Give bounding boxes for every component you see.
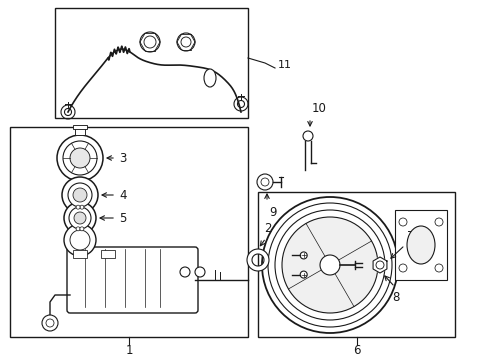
Text: 10: 10 [311, 102, 326, 115]
Circle shape [180, 267, 190, 277]
Circle shape [64, 202, 96, 234]
Bar [101, 250, 115, 258]
Circle shape [143, 36, 156, 48]
Circle shape [140, 32, 160, 52]
Circle shape [62, 177, 98, 213]
Bar [75, 128, 85, 135]
Circle shape [262, 197, 397, 333]
Circle shape [46, 319, 54, 327]
Text: 7: 7 [406, 230, 414, 243]
Circle shape [57, 135, 103, 181]
Circle shape [80, 227, 84, 231]
Text: 5: 5 [119, 212, 126, 225]
Text: 9: 9 [268, 206, 276, 219]
Circle shape [398, 218, 406, 226]
Bar [73, 250, 87, 258]
Bar [10, 127, 247, 337]
Bar [258, 192, 454, 337]
Circle shape [398, 264, 406, 272]
Ellipse shape [203, 69, 216, 87]
Bar [394, 210, 446, 280]
Circle shape [257, 174, 272, 190]
Circle shape [73, 188, 87, 202]
FancyBboxPatch shape [67, 247, 198, 313]
Ellipse shape [406, 226, 434, 264]
Text: 8: 8 [391, 291, 399, 304]
Bar [55, 8, 247, 118]
Circle shape [434, 264, 442, 272]
Circle shape [195, 267, 204, 277]
Circle shape [300, 252, 306, 259]
Polygon shape [372, 257, 386, 273]
Circle shape [76, 227, 80, 231]
Circle shape [80, 205, 84, 209]
Text: 2: 2 [264, 222, 271, 235]
Text: 1: 1 [125, 343, 132, 356]
Circle shape [274, 210, 384, 320]
Text: 4: 4 [119, 189, 126, 202]
Circle shape [64, 224, 96, 256]
Circle shape [303, 131, 312, 141]
Circle shape [181, 37, 191, 47]
Text: 6: 6 [352, 343, 360, 356]
Circle shape [319, 255, 339, 275]
Circle shape [70, 230, 90, 250]
Circle shape [282, 217, 377, 313]
Circle shape [69, 207, 91, 229]
Text: 11: 11 [278, 60, 291, 70]
Circle shape [375, 261, 383, 269]
Bar [73, 125, 87, 129]
Circle shape [68, 183, 92, 207]
Circle shape [300, 271, 306, 278]
Circle shape [63, 141, 97, 175]
Circle shape [177, 33, 195, 51]
Text: 3: 3 [119, 152, 126, 165]
Circle shape [261, 178, 268, 186]
Circle shape [434, 218, 442, 226]
Circle shape [42, 315, 58, 331]
Circle shape [76, 205, 80, 209]
Circle shape [74, 212, 86, 224]
Circle shape [70, 148, 90, 168]
Circle shape [267, 203, 391, 327]
